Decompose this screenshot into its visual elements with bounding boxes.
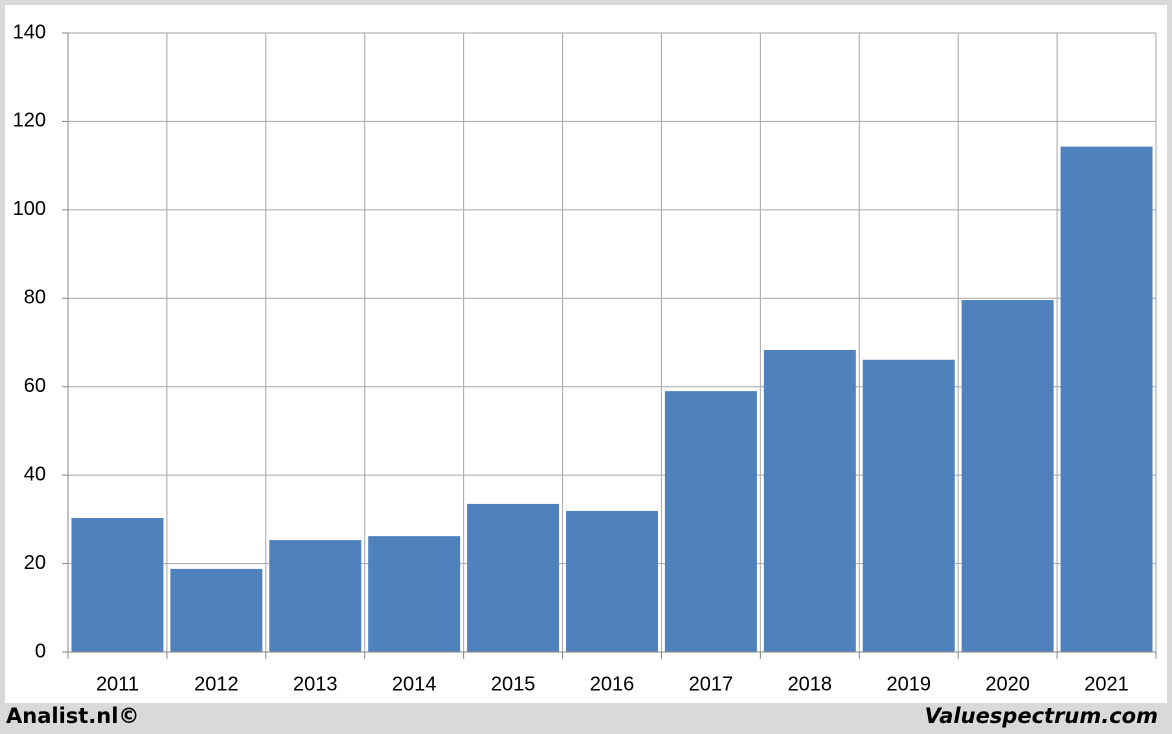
- footer-right: Valuespectrum.com: [925, 704, 1158, 728]
- bar: [566, 510, 658, 652]
- y-tick-label: 80: [24, 287, 46, 309]
- bar: [961, 300, 1054, 652]
- x-tick-label: 2013: [293, 673, 338, 695]
- x-tick-label: 2020: [985, 673, 1030, 695]
- y-tick-label: 120: [13, 110, 46, 132]
- x-tick-label: 2015: [491, 673, 536, 695]
- bar: [71, 518, 164, 652]
- x-tick-label: 2011: [96, 673, 139, 695]
- x-tick-label: 2012: [194, 673, 239, 695]
- bar: [269, 540, 362, 652]
- bar: [763, 350, 856, 652]
- footer-left: Analist.nl©: [6, 704, 139, 728]
- bar: [368, 536, 461, 652]
- y-tick-label: 40: [24, 463, 46, 485]
- bar: [664, 391, 757, 652]
- bar: [467, 503, 560, 652]
- x-tick-label: 2019: [886, 673, 931, 695]
- x-tick-label: 2016: [590, 673, 635, 695]
- y-tick-label: 140: [13, 21, 46, 43]
- y-tick-label: 60: [24, 375, 46, 397]
- bar: [862, 359, 955, 652]
- x-tick-label: 2021: [1084, 673, 1129, 695]
- x-tick-label: 2018: [788, 673, 833, 695]
- bar: [170, 568, 263, 652]
- y-tick-label: 100: [13, 198, 46, 220]
- x-tick-label: 2014: [392, 673, 437, 695]
- y-tick-label: 20: [24, 552, 46, 574]
- x-tick-label: 2017: [689, 673, 734, 695]
- bar: [1060, 146, 1153, 652]
- y-tick-label: 0: [35, 640, 46, 662]
